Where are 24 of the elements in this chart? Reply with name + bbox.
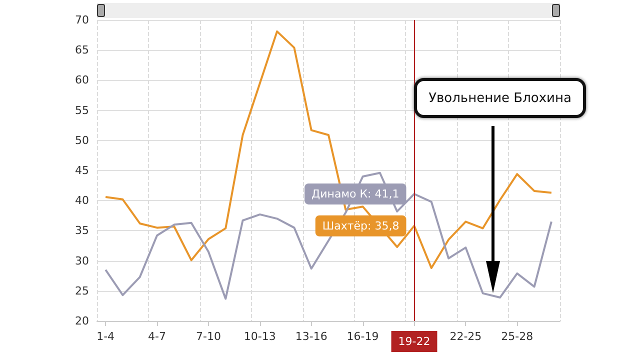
- x-tick-label: 22-25: [450, 330, 482, 343]
- x-tick-label: 19-22: [398, 335, 430, 348]
- y-tick-label: 70: [75, 14, 89, 26]
- y-tick-label: 55: [75, 104, 89, 117]
- y-tick-label: 20: [75, 314, 89, 328]
- y-tick-label: 65: [75, 44, 89, 57]
- y-tick-label: 30: [75, 254, 89, 268]
- line-series: [104, 172, 552, 300]
- y-tick-label: 60: [75, 74, 89, 87]
- x-tick-label: 16-19: [346, 330, 379, 343]
- annotation: Динамо К: 41,1: [312, 187, 400, 200]
- y-tick-label: 45: [75, 164, 89, 177]
- x-tick-label: 7-10: [196, 330, 221, 343]
- x-tick-label: 4-7: [148, 330, 166, 343]
- x-tick-label: 1-4: [96, 330, 115, 343]
- annotation: Увольнение Блохина: [414, 78, 586, 118]
- x-tick-label: 10-13: [244, 330, 276, 343]
- y-tick-label: 50: [75, 134, 89, 147]
- y-tick-label: 35: [75, 224, 89, 238]
- x-tick-label: 25-28: [501, 330, 534, 343]
- y-tick-label: 40: [75, 194, 89, 208]
- x-tick-label: 13-16: [295, 330, 328, 343]
- annotation: Шахтёр: 35,8: [322, 219, 400, 232]
- y-tick-label: 25: [75, 284, 89, 298]
